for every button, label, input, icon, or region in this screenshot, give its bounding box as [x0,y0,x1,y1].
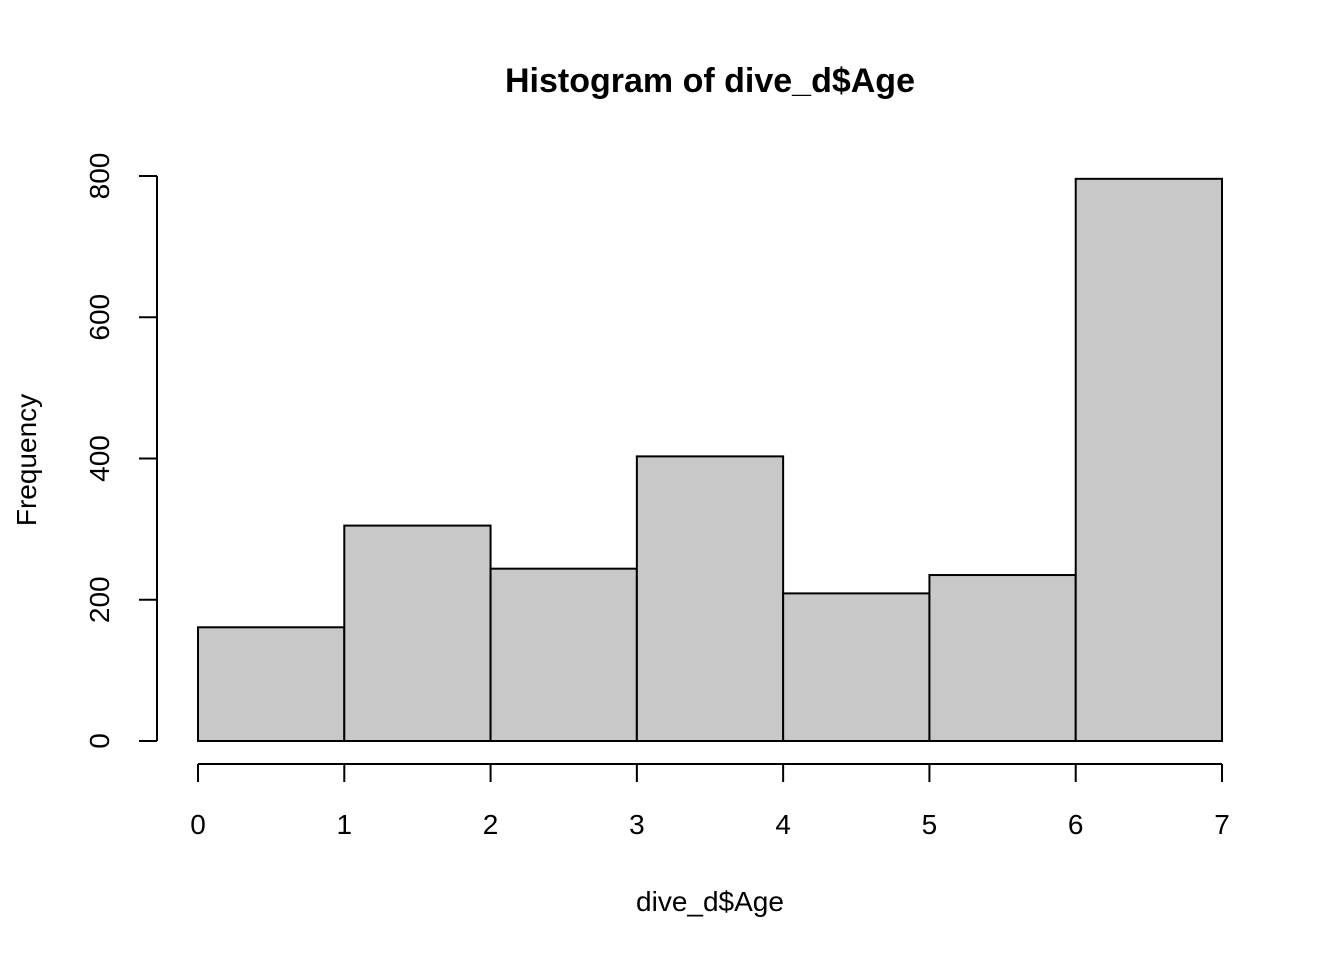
x-tick-label-6: 6 [1068,809,1084,840]
x-tick-label-0: 0 [190,809,206,840]
histogram-bar-0 [197,626,346,743]
histogram-bar-5 [928,574,1077,742]
y-tick-label-600: 600 [84,294,115,341]
x-tick-label-3: 3 [629,809,645,840]
y-axis: 0 200 400 600 800 [84,153,158,749]
histogram-bar-1 [343,524,492,742]
histogram-bar-3 [635,455,785,742]
y-tick-label-400: 400 [84,435,115,482]
bars-group [197,177,1223,743]
histogram-bar-2 [489,567,638,742]
x-axis: 0 1 2 3 4 5 6 7 [190,763,1230,840]
chart-title: Histogram of dive_d$Age [505,62,915,100]
y-tick-label-0: 0 [84,733,115,749]
histogram-bar-6 [1074,177,1223,742]
y-axis-label: Frequency [11,394,42,526]
x-axis-label: dive_d$Age [636,886,784,917]
x-tick-label-4: 4 [775,809,791,840]
y-tick-label-800: 800 [84,153,115,200]
histogram-bar-4 [782,592,931,742]
x-tick-label-2: 2 [483,809,499,840]
x-tick-label-7: 7 [1214,809,1230,840]
x-tick-label-1: 1 [336,809,352,840]
x-tick-label-5: 5 [922,809,938,840]
y-tick-label-200: 200 [84,576,115,623]
